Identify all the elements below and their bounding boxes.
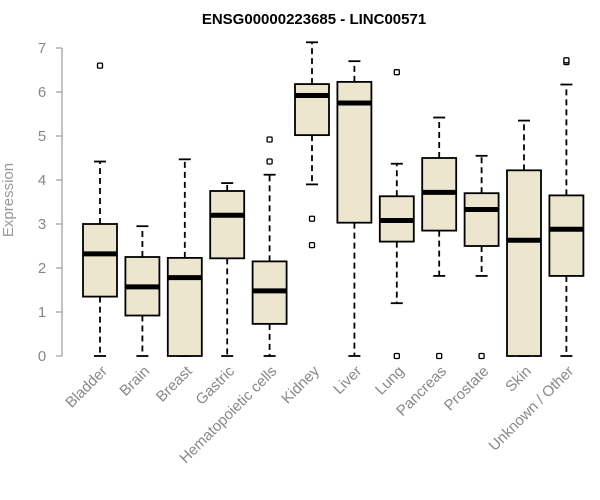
outlier-point [266,158,273,165]
box-lung [378,69,415,360]
outlier-point [308,241,316,249]
box-bladder [82,62,118,357]
box-liver [336,60,373,357]
box-pancreas [421,116,458,360]
y-axis-label: Expression [0,163,17,237]
outlier-point [436,352,443,360]
x-tick-label: Prostate [441,363,493,415]
iqr-box [294,83,330,137]
x-tick-label: Brain [116,363,153,400]
outlier-point [96,62,104,69]
iqr-box [506,169,542,357]
chart-title: ENSG00000223685 - LINC00571 [202,11,426,28]
iqr-box [166,256,203,357]
iqr-box [548,194,585,277]
x-tick-label: Breast [153,362,196,405]
box-gastric [209,182,246,357]
iqr-box [82,223,118,298]
y-tick-label: 0 [38,348,46,365]
x-tick-label: Bladder [62,363,111,412]
box-skin [506,119,542,357]
iqr-box [463,192,500,247]
x-tick-label: Liver [330,363,365,398]
outlier-point [266,136,273,143]
box-brain [124,225,161,357]
outlier-point [478,352,485,360]
boxes [82,41,585,360]
x-tick-label: Skin [502,363,535,396]
y-tick-label: 1 [38,304,46,321]
box-kidney [294,41,330,249]
y-tick-label: 5 [38,128,46,145]
outlier-point [393,69,400,76]
y-tick-label: 3 [38,216,46,233]
box-breast [166,158,203,357]
box-prostate [463,154,500,360]
y-axis: 0 1 2 3 4 5 6 7 [38,40,63,365]
y-tick-label: 4 [38,172,46,189]
iqr-box [209,190,246,260]
x-tick-label: Kidney [278,362,323,407]
box-hematopoietic-cells [251,136,288,357]
outlier-point [308,215,316,222]
outlier-point [563,57,570,64]
y-tick-label: 2 [38,260,46,277]
x-tick-label: Lung [372,363,408,399]
outlier-point [393,352,400,360]
y-tick-label: 6 [38,84,46,101]
box-unknown-other [548,57,585,357]
y-tick-label: 7 [38,40,46,57]
